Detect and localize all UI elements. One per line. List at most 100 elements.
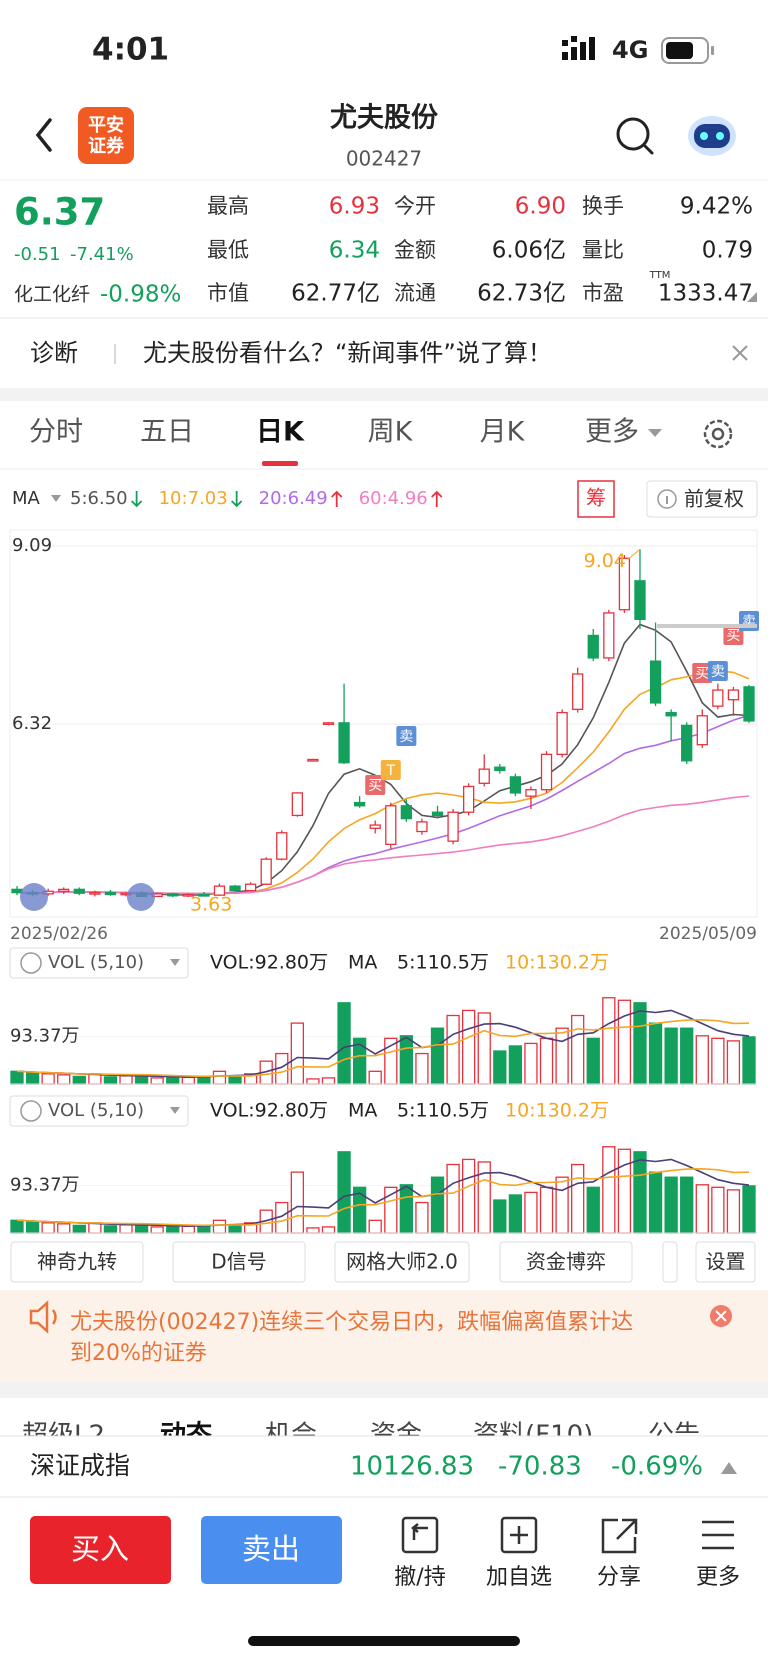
field-label: 市盈 bbox=[582, 281, 624, 305]
volume-selector[interactable] bbox=[9, 1095, 189, 1127]
volume-bar bbox=[680, 1176, 694, 1234]
candle-body bbox=[540, 753, 553, 791]
volume-bar bbox=[742, 1185, 756, 1234]
volume-bar bbox=[571, 1163, 585, 1234]
field-label: 换手 bbox=[582, 194, 624, 218]
sell-label: 卖出 bbox=[242, 1532, 300, 1566]
trend-arrow bbox=[231, 491, 243, 508]
volume-bar bbox=[602, 997, 616, 1085]
ma-line bbox=[16, 714, 750, 895]
price-panel bbox=[9, 529, 758, 918]
volume-bar bbox=[430, 1027, 445, 1085]
volume-bar bbox=[228, 1224, 242, 1234]
tool-button[interactable] bbox=[334, 1241, 470, 1283]
candle-body bbox=[307, 758, 319, 762]
candle-body bbox=[416, 821, 428, 833]
volume-bar bbox=[321, 1077, 336, 1085]
signal-label: T bbox=[386, 763, 396, 779]
volume-panel: VOL (5,10) VOL:92.80万 MA 5:110.5万 10:130.2万 9… bbox=[9, 947, 757, 1085]
volume-bar bbox=[462, 1158, 476, 1234]
volume-bar bbox=[695, 1184, 709, 1234]
volume-bar bbox=[368, 1070, 382, 1085]
period-tab[interactable]: 分时 bbox=[29, 417, 83, 448]
close-button[interactable] bbox=[732, 345, 748, 361]
action-label[interactable]: 分享 bbox=[597, 1565, 641, 1590]
tool-button[interactable] bbox=[172, 1241, 306, 1283]
volume-bar bbox=[25, 1072, 40, 1085]
diagnosis-text[interactable]: 尤夫股份看什么？“新闻事件”说了算！ bbox=[143, 339, 552, 367]
volume-bar bbox=[430, 1176, 445, 1234]
alert-close[interactable] bbox=[710, 1305, 732, 1327]
field-label: 最高 bbox=[207, 194, 249, 218]
action-label[interactable]: 撤/持 bbox=[394, 1565, 445, 1590]
tool-button[interactable] bbox=[499, 1241, 633, 1283]
period-tab[interactable]: 更多 bbox=[585, 417, 639, 448]
volume-bar bbox=[337, 1151, 351, 1234]
nav-button[interactable] bbox=[20, 883, 48, 911]
volume-bar bbox=[648, 1171, 663, 1234]
back-button[interactable] bbox=[35, 118, 52, 152]
buy-button[interactable] bbox=[30, 1516, 171, 1584]
candle-body bbox=[712, 689, 724, 707]
logo-text: 平安 bbox=[88, 114, 124, 136]
alert-text: 尤夫股份(002427)连续三个交易日内，跌幅偏离值累计达 bbox=[70, 1310, 633, 1335]
period-tab[interactable]: 日K bbox=[256, 417, 305, 448]
period-tab[interactable]: 月K bbox=[480, 417, 526, 448]
volume-bar bbox=[602, 1146, 616, 1234]
chip-button[interactable] bbox=[577, 480, 615, 518]
sector-change: -0.98% bbox=[100, 282, 181, 308]
volume-header: VOL (5,10) bbox=[48, 952, 144, 973]
alert-text: 到20%的证券 bbox=[70, 1341, 207, 1366]
search-button[interactable] bbox=[616, 117, 654, 155]
sell-button[interactable] bbox=[201, 1516, 342, 1584]
volume-bar bbox=[508, 1194, 523, 1234]
period-tab[interactable]: 周K bbox=[368, 417, 414, 448]
candle-body bbox=[509, 776, 522, 794]
expand-arrow[interactable] bbox=[721, 1462, 737, 1474]
period-tab[interactable]: 五日 bbox=[140, 417, 194, 448]
high-annotation: 9.04 bbox=[584, 550, 626, 572]
assistant-button[interactable] bbox=[688, 116, 736, 156]
action-label[interactable]: 更多 bbox=[696, 1565, 740, 1590]
tool-button[interactable] bbox=[10, 1241, 144, 1283]
action-label[interactable]: 加自选 bbox=[486, 1565, 552, 1590]
stock-code: 002427 bbox=[346, 147, 422, 171]
volume-bar bbox=[524, 1191, 538, 1234]
nav-button[interactable] bbox=[127, 883, 155, 911]
diagnosis-label: 诊断 bbox=[30, 339, 78, 367]
field-value: 0.79 bbox=[702, 238, 753, 264]
dropdown-arrow bbox=[170, 959, 180, 966]
volume-selector[interactable] bbox=[9, 947, 189, 979]
volume-current: VOL:92.80万 bbox=[210, 1100, 328, 1122]
y-tick-label: 93.37万 bbox=[10, 1175, 80, 1196]
candle-body bbox=[229, 885, 241, 892]
candle-body bbox=[649, 660, 662, 704]
volume-bar bbox=[399, 1184, 414, 1234]
candle-body bbox=[603, 612, 615, 659]
y-tick-label: 93.37万 bbox=[10, 1026, 80, 1047]
volume-bar bbox=[337, 1002, 351, 1085]
expand-corner[interactable] bbox=[747, 292, 757, 302]
volume-bar bbox=[415, 1201, 429, 1234]
adjust-button[interactable] bbox=[646, 480, 758, 518]
tool-button[interactable] bbox=[695, 1241, 756, 1283]
volume-ma-label: MA bbox=[348, 1100, 377, 1122]
index-change-pct: -0.69% bbox=[611, 1452, 703, 1482]
volume-ma-value: 5:110.5万 bbox=[397, 1100, 489, 1122]
volume-bar bbox=[493, 1199, 507, 1234]
candle-body bbox=[198, 893, 210, 897]
candle-body bbox=[634, 580, 646, 621]
candle-body bbox=[385, 805, 397, 846]
volume-bar bbox=[617, 999, 632, 1085]
x-tick-label: 2025/05/09 bbox=[659, 924, 757, 944]
volume-bar bbox=[555, 1176, 569, 1234]
field-label: 今开 bbox=[394, 194, 436, 218]
candle-body bbox=[681, 724, 693, 762]
volume-bar bbox=[742, 1036, 756, 1085]
index-change: -70.83 bbox=[498, 1452, 582, 1482]
tool-label: 神奇九转 bbox=[37, 1250, 117, 1274]
volume-bar bbox=[212, 1219, 227, 1234]
settings-button[interactable] bbox=[703, 419, 733, 449]
tool-button[interactable] bbox=[662, 1241, 678, 1283]
